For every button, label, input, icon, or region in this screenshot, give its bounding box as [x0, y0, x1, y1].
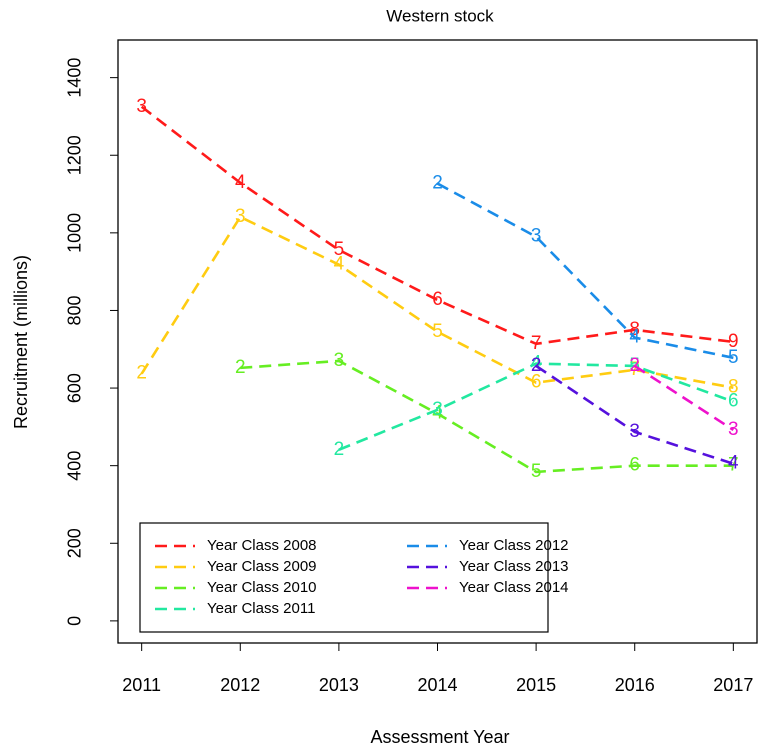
y-tick-label: 800 — [65, 295, 85, 325]
point-label: 2 — [334, 439, 345, 460]
point-label: 7 — [728, 455, 739, 476]
legend-label: Year Class 2012 — [459, 537, 569, 554]
point-label: 4 — [629, 327, 640, 348]
x-tick-label: 2016 — [615, 675, 655, 695]
x-tick-label: 2017 — [713, 675, 753, 695]
x-tick-label: 2012 — [220, 675, 260, 695]
point-label: 5 — [432, 321, 443, 342]
point-label: 7 — [531, 333, 542, 354]
series-line — [436, 182, 734, 360]
series-line — [634, 364, 735, 432]
y-axis-label: Recruitment (millions) — [11, 255, 31, 429]
y-tick-label: 600 — [65, 373, 85, 403]
series-line — [535, 364, 734, 465]
legend-label: Year Class 2010 — [207, 579, 317, 596]
point-label: 6 — [629, 455, 640, 476]
x-tick-label: 2011 — [122, 675, 161, 695]
point-label: 5 — [334, 239, 345, 260]
chart-title: Western stock — [386, 6, 494, 25]
legend-label: Year Class 2011 — [207, 600, 315, 617]
x-tick-label: 2013 — [319, 675, 359, 695]
point-label: 8 — [629, 319, 640, 340]
point-label: 7 — [629, 359, 640, 380]
point-label: 3 — [334, 350, 345, 371]
point-label: 3 — [629, 421, 640, 442]
point-label: 2 — [432, 173, 443, 194]
point-label: 4 — [334, 254, 345, 275]
point-label: 8 — [728, 377, 739, 398]
point-label: 6 — [432, 289, 443, 310]
x-tick-label: 2015 — [516, 675, 556, 695]
series-line — [338, 362, 734, 451]
point-label: 2 — [235, 357, 246, 378]
legend-box — [139, 522, 549, 633]
point-label: 3 — [432, 399, 443, 420]
point-label: 6 — [728, 391, 739, 412]
point-label: 6 — [531, 372, 542, 393]
series-line — [140, 105, 734, 346]
point-label: 5 — [629, 355, 640, 376]
y-tick-label: 200 — [65, 528, 85, 558]
point-label: 2 — [136, 363, 147, 384]
point-label: 4 — [432, 403, 443, 424]
point-label: 5 — [728, 347, 739, 368]
point-label: 3 — [136, 96, 147, 117]
point-label: 3 — [728, 419, 739, 440]
y-tick-label: 400 — [65, 451, 85, 481]
legend-label: Year Class 2013 — [459, 558, 569, 575]
x-tick-label: 2014 — [417, 675, 457, 695]
y-tick-label: 1400 — [65, 58, 85, 98]
point-label: 4 — [728, 453, 739, 474]
y-tick-label: 1000 — [65, 213, 85, 253]
point-label: 2 — [629, 355, 640, 376]
legend-label: Year Class 2014 — [459, 579, 569, 596]
point-label: 5 — [531, 461, 542, 482]
point-label: 4 — [235, 172, 246, 193]
y-tick-label: 1200 — [65, 135, 85, 175]
legend-label: Year Class 2009 — [207, 558, 317, 575]
point-label: 9 — [728, 331, 739, 352]
legend-label: Year Class 2008 — [207, 537, 317, 554]
point-label: 2 — [531, 355, 542, 376]
point-label: 3 — [235, 206, 246, 227]
x-axis-label: Assessment Year — [370, 727, 509, 747]
point-label: 3 — [531, 226, 542, 247]
y-tick-label: 0 — [65, 616, 85, 626]
series-line — [240, 359, 734, 474]
point-label: 4 — [531, 353, 542, 374]
